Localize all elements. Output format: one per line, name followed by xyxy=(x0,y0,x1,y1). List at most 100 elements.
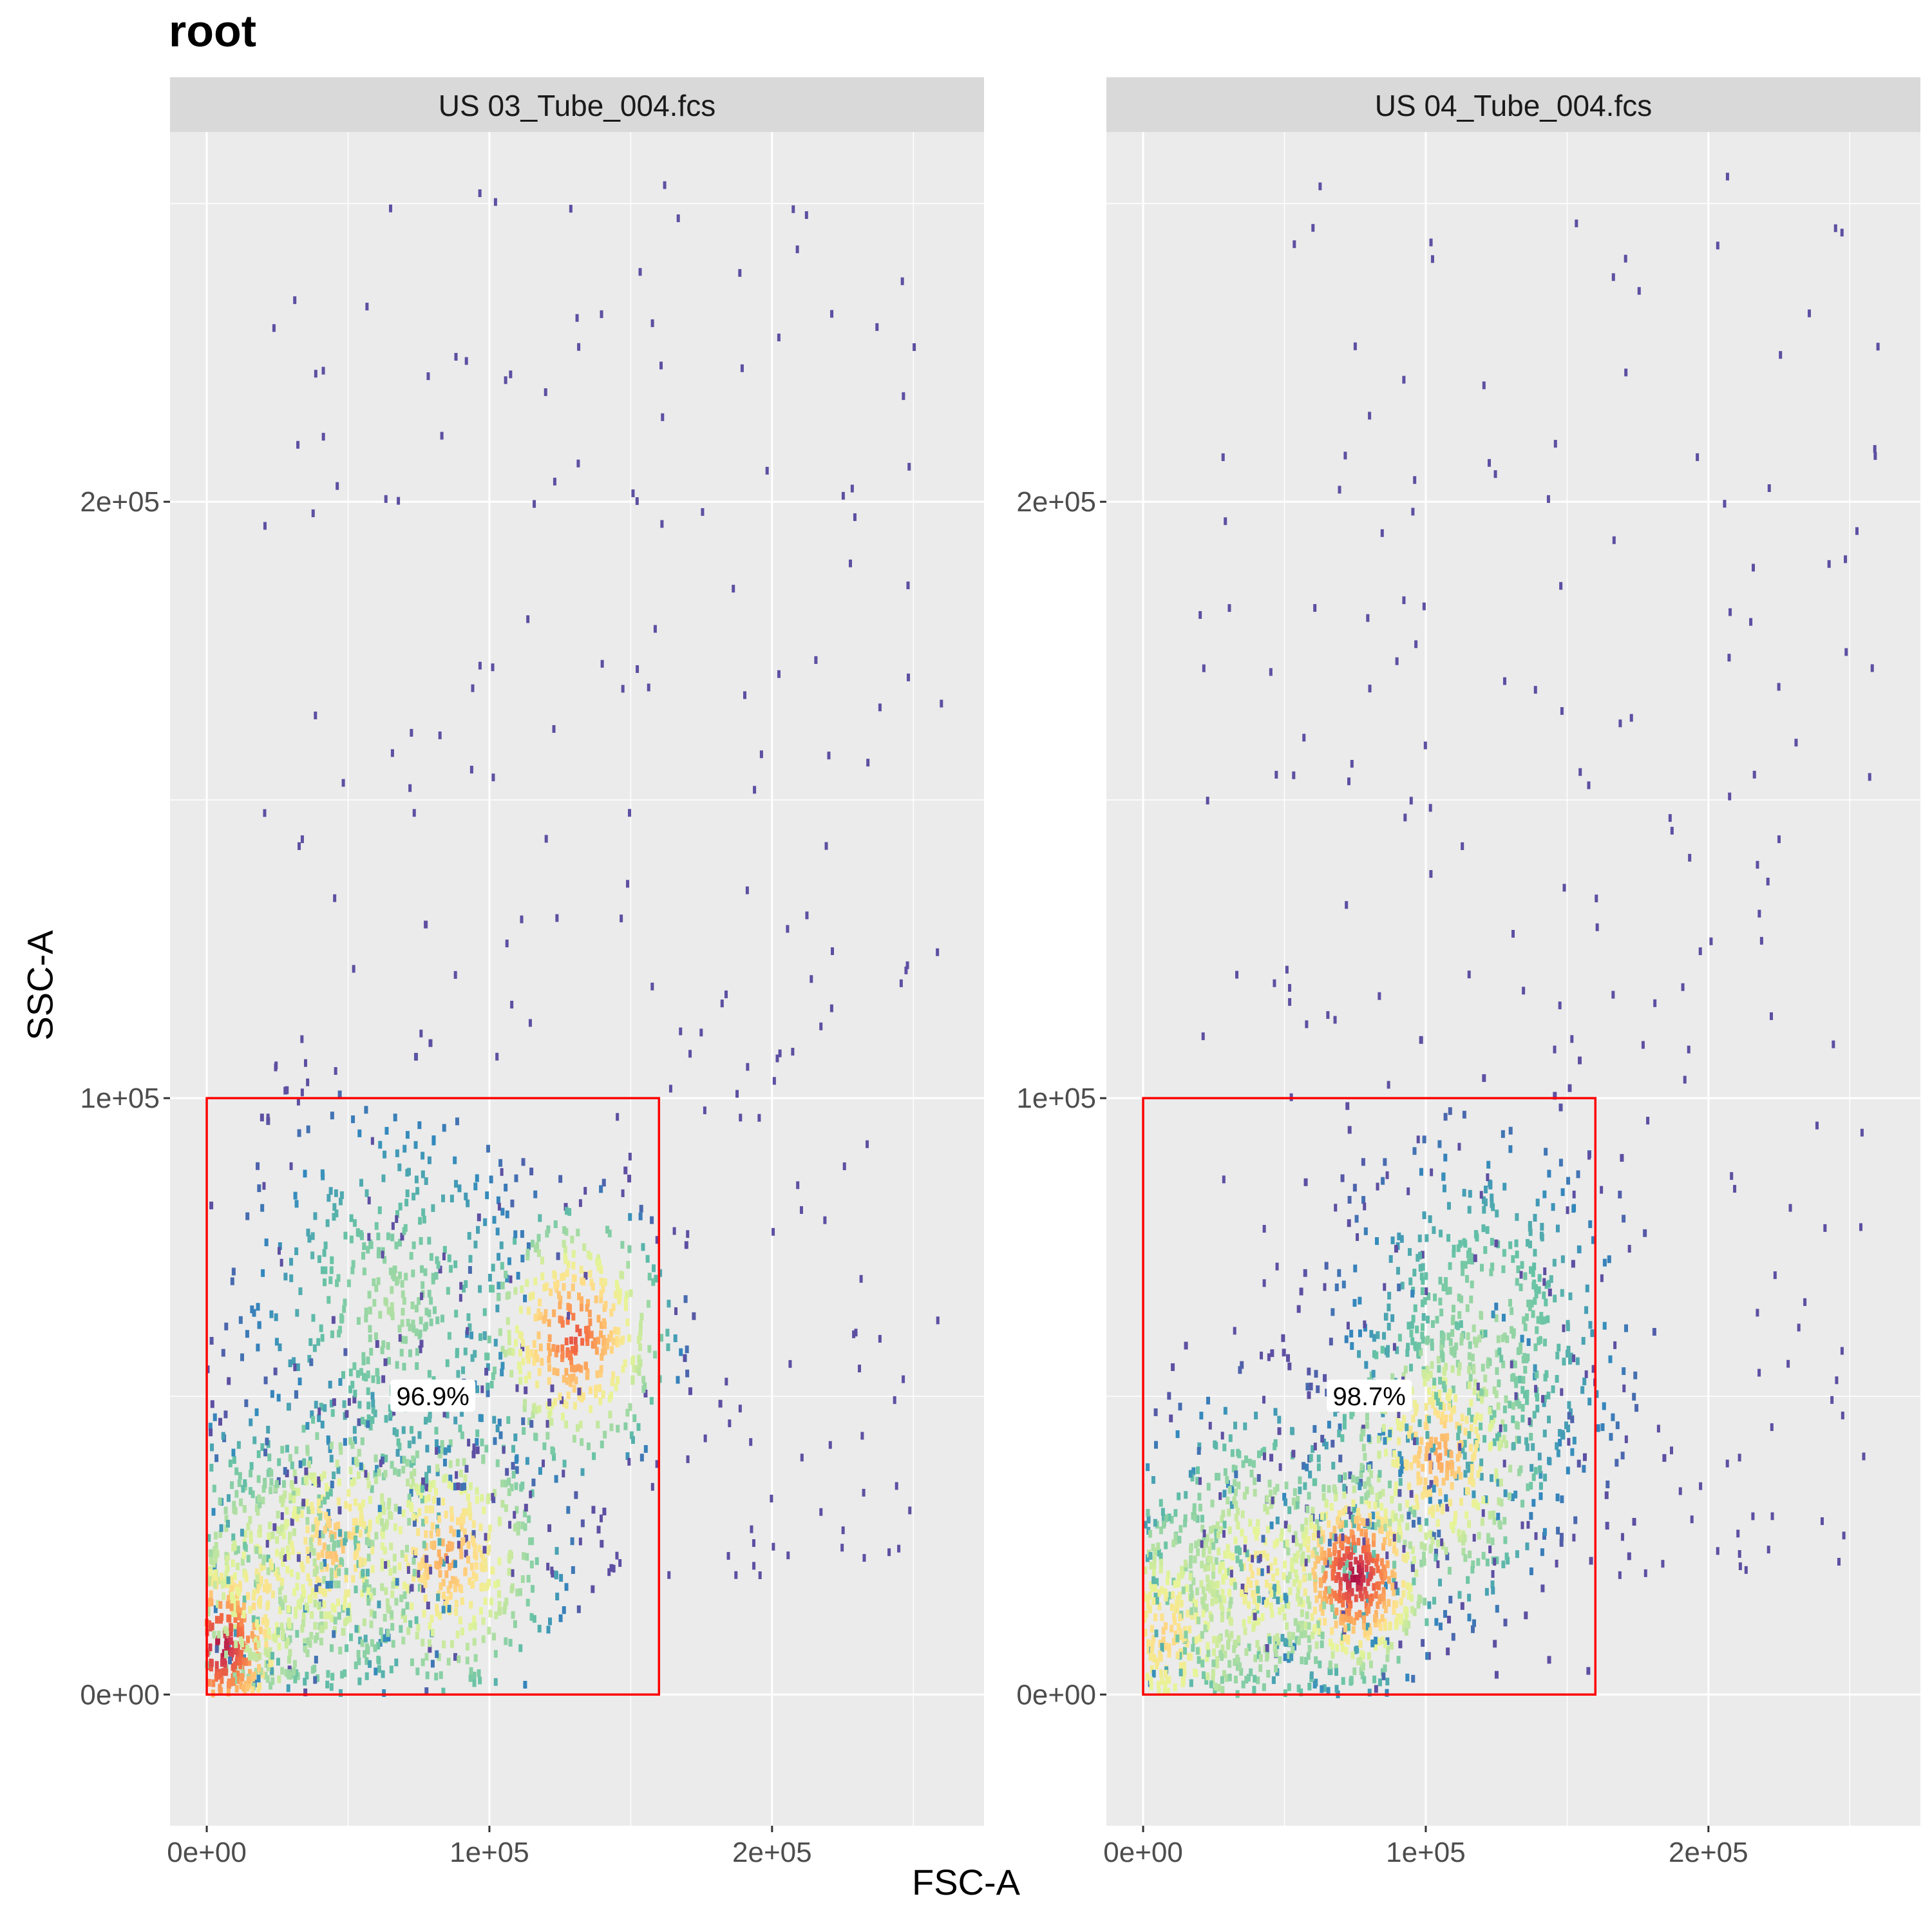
density-point xyxy=(1196,1548,1200,1557)
density-point xyxy=(487,1627,491,1635)
density-point xyxy=(386,1560,390,1568)
density-point xyxy=(544,1282,549,1291)
density-point xyxy=(214,1616,219,1624)
outlier-point xyxy=(1575,219,1578,227)
density-point xyxy=(227,1494,231,1502)
density-point xyxy=(531,1478,536,1486)
density-point xyxy=(383,1150,387,1159)
density-point xyxy=(1482,1435,1487,1443)
density-point xyxy=(472,1679,477,1687)
density-point xyxy=(1450,1317,1455,1325)
density-point xyxy=(1370,1639,1375,1647)
density-point xyxy=(1307,1391,1311,1399)
density-point xyxy=(413,1141,418,1149)
density-point xyxy=(213,1580,217,1589)
density-point xyxy=(1407,1430,1412,1439)
density-point xyxy=(1397,1421,1402,1429)
density-point xyxy=(244,1399,249,1407)
density-point xyxy=(303,1476,308,1484)
density-point xyxy=(1199,1580,1204,1588)
density-point xyxy=(303,1688,308,1696)
density-point xyxy=(313,1479,317,1487)
density-point xyxy=(1525,1397,1530,1405)
outlier-point xyxy=(505,939,509,947)
density-point xyxy=(1332,1542,1337,1551)
outlier-point xyxy=(1510,1360,1513,1368)
density-point xyxy=(256,1674,261,1683)
density-point xyxy=(231,1267,236,1276)
density-point xyxy=(283,1490,287,1499)
density-point xyxy=(430,1541,434,1549)
density-point xyxy=(416,1624,421,1632)
density-point xyxy=(1331,1642,1335,1651)
density-point xyxy=(422,1323,427,1332)
density-point xyxy=(1524,1611,1528,1620)
density-point xyxy=(243,1657,248,1665)
density-point xyxy=(1410,1289,1415,1298)
density-point xyxy=(464,1280,468,1288)
outlier-point xyxy=(528,1019,532,1027)
density-point xyxy=(1222,1520,1227,1529)
density-point xyxy=(1418,1524,1423,1532)
density-point xyxy=(1214,1596,1218,1604)
density-point xyxy=(609,1564,614,1572)
density-point xyxy=(1408,1541,1412,1549)
outlier-point xyxy=(750,1525,753,1533)
density-point xyxy=(431,1135,436,1144)
density-point xyxy=(428,1645,432,1653)
density-point xyxy=(565,1377,569,1385)
density-point xyxy=(1350,1651,1355,1660)
outlier-point xyxy=(799,1206,803,1214)
density-point xyxy=(220,1659,224,1667)
density-point xyxy=(515,1466,519,1474)
density-point xyxy=(1437,1389,1442,1397)
density-point xyxy=(1217,1683,1221,1692)
density-point xyxy=(427,1493,431,1502)
density-point xyxy=(1323,1557,1327,1566)
density-point xyxy=(593,1340,598,1349)
density-point xyxy=(650,1216,654,1224)
density-point xyxy=(352,1362,357,1370)
density-point xyxy=(256,1640,261,1649)
density-point xyxy=(1256,1586,1260,1594)
density-point xyxy=(515,1588,520,1596)
density-point xyxy=(440,1446,445,1455)
density-point xyxy=(1354,1594,1358,1602)
outlier-point xyxy=(1835,1376,1839,1385)
density-point xyxy=(384,1587,388,1595)
density-point xyxy=(482,1506,486,1515)
density-point xyxy=(1386,1646,1390,1654)
density-point xyxy=(620,1271,625,1280)
density-point xyxy=(234,1467,239,1475)
outlier-point xyxy=(887,1548,891,1557)
outlier-point xyxy=(757,1113,761,1122)
density-point xyxy=(491,1372,495,1380)
density-point xyxy=(475,1438,479,1446)
density-point xyxy=(264,1238,269,1247)
density-point xyxy=(1473,1444,1478,1452)
density-point xyxy=(1421,1336,1425,1344)
density-point xyxy=(585,1338,590,1346)
density-point xyxy=(529,1613,534,1621)
outlier-point xyxy=(478,189,482,198)
density-point xyxy=(468,1674,473,1682)
density-point xyxy=(453,1577,458,1585)
density-point xyxy=(402,1297,406,1305)
density-point xyxy=(1494,1302,1499,1311)
density-point xyxy=(1457,1529,1461,1537)
density-point xyxy=(1409,1329,1414,1338)
density-point xyxy=(369,1241,374,1249)
density-point xyxy=(328,1187,333,1195)
density-point xyxy=(1351,1535,1356,1543)
density-point xyxy=(1346,1536,1350,1544)
density-point xyxy=(249,1470,253,1478)
density-point xyxy=(569,1374,574,1383)
density-point xyxy=(1425,1365,1430,1374)
density-point xyxy=(381,1670,385,1678)
density-point xyxy=(1427,1601,1432,1609)
density-point xyxy=(422,1215,426,1224)
density-point xyxy=(1425,1518,1429,1526)
density-point xyxy=(463,1347,468,1356)
density-point xyxy=(295,1582,299,1591)
